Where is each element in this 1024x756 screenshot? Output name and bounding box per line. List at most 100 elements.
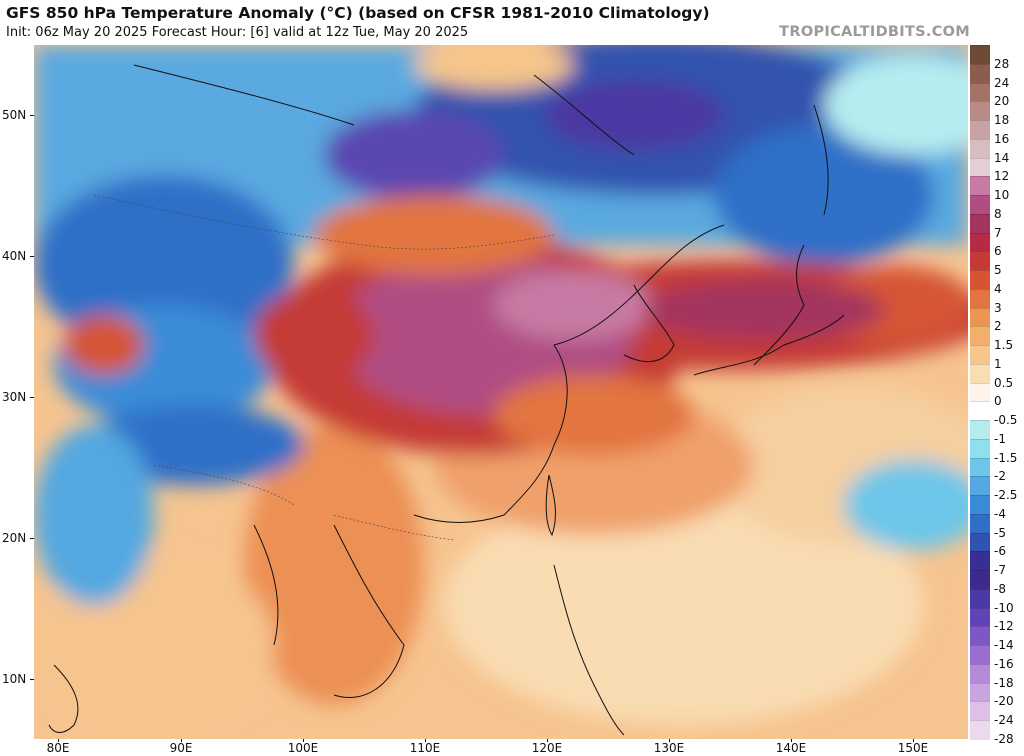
coastlines — [48, 64, 845, 736]
colorbar-cell — [970, 270, 990, 290]
colorbar-cell — [970, 645, 990, 665]
colorbar-label: 4 — [994, 281, 1002, 296]
lon-tick — [791, 739, 792, 742]
colorbar-label: -8 — [994, 581, 1006, 596]
lon-label-80e: 80E — [46, 741, 70, 755]
lon-label-100e: 100E — [287, 741, 319, 755]
colorbar-cell — [970, 63, 990, 84]
colorbar-cell — [970, 363, 990, 384]
lon-tick — [181, 739, 182, 742]
colorbar-cell — [970, 157, 990, 178]
colorbar-label: -24 — [994, 713, 1014, 728]
colorbar-cell — [970, 476, 990, 497]
map-canvas — [34, 45, 968, 739]
lon-label-130e: 130E — [653, 741, 685, 755]
colorbar-cell — [970, 288, 990, 309]
lon-tick — [58, 739, 59, 742]
colorbar-cell — [970, 82, 990, 103]
colorbar-cell — [970, 213, 990, 234]
colorbar-cell — [970, 307, 990, 328]
colorbar-label: -10 — [994, 600, 1014, 615]
color-scale-legend: 28 24 20 18 16 14 12 10 8 7 6 5 4 3 2 1.5 1 0.5 0 -0.5 -1 -1.… — [970, 45, 1024, 746]
anomaly-map — [34, 45, 968, 739]
colorbar-cell — [970, 457, 990, 478]
lon-tick — [303, 739, 304, 742]
colorbar-label: -18 — [994, 675, 1014, 690]
colorbar-cell — [970, 420, 990, 440]
colorbar-label: -6 — [994, 544, 1006, 559]
colorbar-label: 1 — [994, 356, 1002, 371]
lon-tick — [547, 739, 548, 742]
colorbar-label: 10 — [994, 188, 1010, 203]
colorbar-cell — [970, 176, 990, 197]
lat-label-30n: 30N — [2, 390, 27, 404]
colorbar-label: -1.5 — [994, 450, 1018, 465]
colorbar-label: 2 — [994, 319, 1002, 334]
colorbar-label: -7 — [994, 563, 1006, 578]
lat-label-20n: 20N — [2, 531, 27, 545]
colorbar-label: 6 — [994, 244, 1002, 259]
colorbar-cell — [970, 570, 990, 590]
init-forecast-info: Init: 06z May 20 2025 Forecast Hour: [6]… — [6, 25, 469, 40]
lon-tick — [425, 739, 426, 742]
lat-tick — [30, 397, 34, 398]
lon-label-120e: 120E — [531, 741, 563, 755]
brand-watermark: TROPICALTIDBITS.COM — [779, 24, 970, 40]
lat-tick — [30, 115, 34, 116]
colorbar-cell — [970, 232, 990, 253]
lat-tick — [30, 256, 34, 257]
colorbar-cell — [970, 138, 990, 159]
colorbar-label: 8 — [994, 206, 1002, 221]
colorbar-cell — [970, 326, 990, 347]
colorbar-cell — [970, 345, 990, 365]
colorbar-cell — [970, 438, 990, 459]
colorbar-label: -12 — [994, 619, 1014, 634]
lon-tick — [669, 739, 670, 742]
lat-tick — [30, 538, 34, 539]
colorbar-label: -14 — [994, 638, 1014, 653]
colorbar-label: 0.5 — [994, 375, 1014, 390]
colorbar-label: -28 — [994, 732, 1014, 746]
lat-label-40n: 40N — [2, 249, 27, 263]
lat-tick — [30, 679, 34, 680]
lat-label-10n: 10N — [2, 672, 27, 686]
colorbar-cell — [970, 382, 990, 403]
lon-label-90e: 90E — [169, 741, 193, 755]
colorbar-label: 16 — [994, 131, 1010, 146]
colorbar-label: -2.5 — [994, 488, 1018, 503]
colorbar-cell — [970, 588, 990, 609]
colorbar-cell — [970, 495, 990, 515]
lat-label-50n: 50N — [2, 108, 27, 122]
colorbar-cell — [970, 551, 990, 572]
colorbar-label: 1.5 — [994, 338, 1014, 353]
colorbar-label: -20 — [994, 694, 1014, 709]
colorbar-label: 18 — [994, 113, 1010, 128]
colorbar-label: 0 — [994, 394, 1002, 409]
colorbar-label: 24 — [994, 75, 1010, 90]
colorbar-label: -1 — [994, 431, 1006, 446]
colorbar-cell — [970, 401, 990, 422]
chart-title: GFS 850 hPa Temperature Anomaly (°C) (ba… — [6, 4, 710, 22]
colorbar-label: -16 — [994, 656, 1014, 671]
colorbar-label: 5 — [994, 263, 1002, 278]
colorbar-label: 12 — [994, 169, 1010, 184]
borders — [93, 194, 555, 541]
colorbar-cell — [970, 532, 990, 553]
colorbar-cell — [970, 607, 990, 628]
colorbar-label: -2 — [994, 469, 1006, 484]
colorbar-cell — [970, 513, 990, 534]
colorbar-label: 28 — [994, 56, 1010, 71]
colorbar-cell — [970, 682, 990, 703]
colorbar-label: -4 — [994, 506, 1006, 521]
lon-label-150e: 150E — [897, 741, 929, 755]
colorbar-label: 14 — [994, 150, 1010, 165]
lon-tick — [913, 739, 914, 742]
colorbar-cell — [970, 101, 990, 122]
lon-label-140e: 140E — [775, 741, 807, 755]
colorbar-cell — [970, 663, 990, 684]
colorbar-cell — [970, 626, 990, 647]
colorbar-cell — [970, 120, 990, 140]
colorbar-label: -0.5 — [994, 413, 1018, 428]
colorbar-cell — [970, 251, 990, 272]
colorbar-label: 7 — [994, 225, 1002, 240]
